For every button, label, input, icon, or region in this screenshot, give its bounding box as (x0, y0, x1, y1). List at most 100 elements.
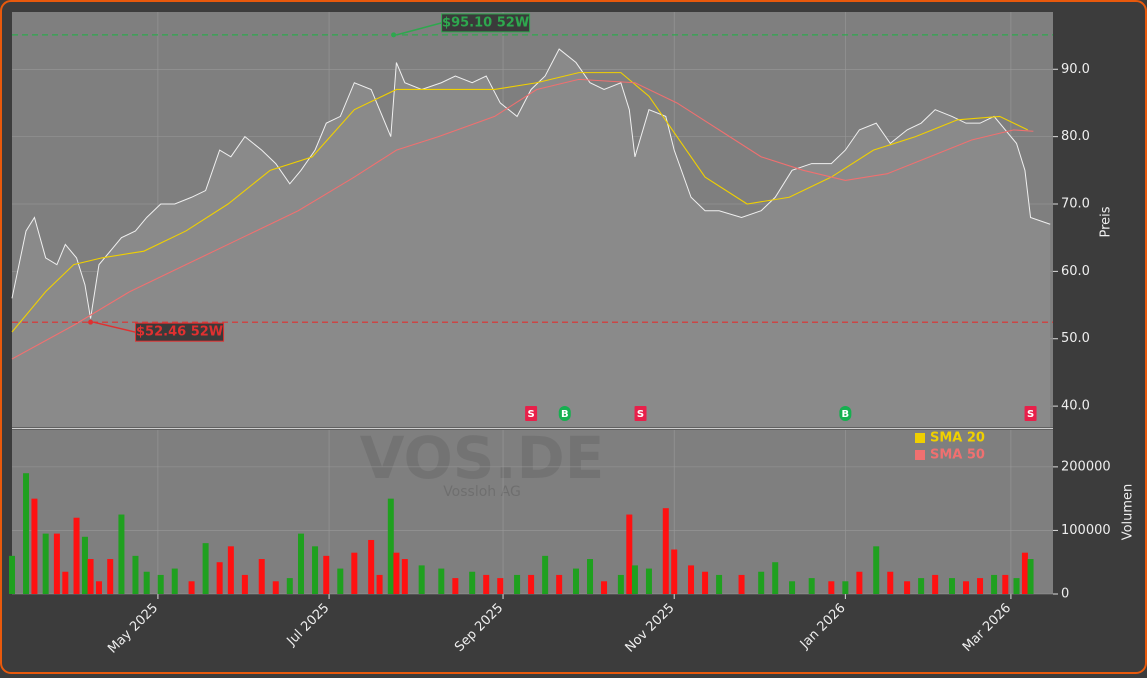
volume-bar (298, 533, 305, 594)
volume-bar (688, 565, 695, 594)
volume-bar (188, 581, 195, 594)
annotation-point (88, 319, 94, 325)
annotation-box (135, 322, 225, 342)
volume-bar (81, 536, 88, 594)
volume-bar (469, 571, 476, 594)
signal-label: S (527, 409, 534, 420)
volume-bar (948, 578, 955, 594)
volume-bar (556, 574, 563, 594)
y-axis-label: Preis (1099, 206, 1114, 237)
volume-bar (789, 581, 796, 594)
y-tick-label: 0 (1061, 587, 1069, 602)
volume-bar (95, 581, 102, 594)
signal-label: S (637, 409, 644, 420)
volume-bar (62, 571, 69, 594)
sma-line (11, 72, 1028, 333)
volume-bar (87, 559, 94, 594)
signal-marker (634, 406, 647, 421)
volume-bar (323, 555, 330, 594)
volume-bar (171, 568, 178, 594)
signal-label: B (561, 409, 569, 420)
y-tick-label: 200000 (1061, 459, 1111, 474)
volume-bar (772, 562, 779, 594)
annotation-label: $95.10 52W (442, 15, 529, 30)
volume-bar (1002, 574, 1009, 594)
legend-label: SMA 20 (930, 431, 985, 446)
company-name: Vossloh AG (443, 484, 521, 500)
volume-bar (626, 514, 633, 594)
volume-bar (702, 571, 709, 594)
volume-bar (528, 574, 535, 594)
volume-bar (312, 546, 319, 594)
volume-bar (227, 546, 234, 594)
volume-bar (1027, 559, 1034, 594)
volume-bar (842, 581, 849, 594)
volume-bar (452, 578, 459, 594)
volume-bar (31, 498, 38, 594)
volume-bar (418, 565, 425, 594)
volume-bar (337, 568, 344, 594)
y-tick-label: 80.0 (1061, 129, 1090, 144)
volume-bar (202, 543, 209, 594)
volume-bar (393, 552, 400, 594)
volume-bar (856, 571, 863, 594)
volume-bar (918, 578, 925, 594)
volume-bar (258, 559, 265, 594)
volume-bar (808, 578, 815, 594)
volume-bar (716, 574, 723, 594)
volume-bar (23, 473, 30, 594)
y-tick-label: 40.0 (1061, 399, 1090, 414)
volume-bar (904, 581, 911, 594)
volume-bar (376, 574, 383, 594)
volume-bar (118, 514, 125, 594)
volume-bar (351, 552, 358, 594)
volume-bar (1013, 578, 1020, 594)
volume-bar (977, 578, 984, 594)
signal-label: B (842, 409, 850, 420)
volume-bar (671, 549, 678, 594)
volume-bar (991, 574, 998, 594)
legend-label: SMA 50 (930, 448, 985, 463)
annotation-arrow (93, 321, 136, 333)
annotation-point (391, 32, 397, 38)
legend-swatch (915, 450, 925, 460)
volume-bar (107, 559, 114, 594)
signal-marker (525, 406, 538, 421)
volume-bar (1021, 552, 1028, 594)
volume-bar (368, 539, 375, 594)
legend-swatch (915, 433, 925, 443)
volume-bar (216, 562, 223, 594)
volume-bar (514, 574, 521, 594)
volume-bar (932, 574, 939, 594)
signal-marker (1024, 406, 1037, 421)
volume-bar (738, 574, 745, 594)
volume-bar (272, 581, 279, 594)
volume-bar (662, 508, 669, 594)
annotation-label: $52.46 52W (136, 325, 223, 340)
signal-marker (839, 406, 852, 421)
volume-panel (12, 430, 1053, 594)
volume-bar (286, 578, 293, 594)
volume-bar (42, 533, 49, 594)
annotation-box (441, 13, 531, 33)
volume-bar (53, 533, 60, 594)
y-tick-label: 50.0 (1061, 331, 1090, 346)
volume-bar (143, 571, 150, 594)
volume-bar (157, 574, 164, 594)
volume-bar (132, 555, 139, 594)
signal-label: S (1027, 409, 1034, 420)
y-tick-label: 70.0 (1061, 197, 1090, 212)
volume-bar (9, 555, 15, 594)
price-area (12, 49, 1051, 428)
y-tick-label: 100000 (1061, 523, 1111, 538)
volume-bar (497, 578, 504, 594)
ticker-title: VOS.DE (360, 424, 605, 492)
volume-bar (483, 574, 490, 594)
volume-bar (617, 574, 624, 594)
volume-bar (542, 555, 549, 594)
volume-bar (438, 568, 445, 594)
volume-bar (887, 571, 894, 594)
volume-bar (758, 571, 765, 594)
